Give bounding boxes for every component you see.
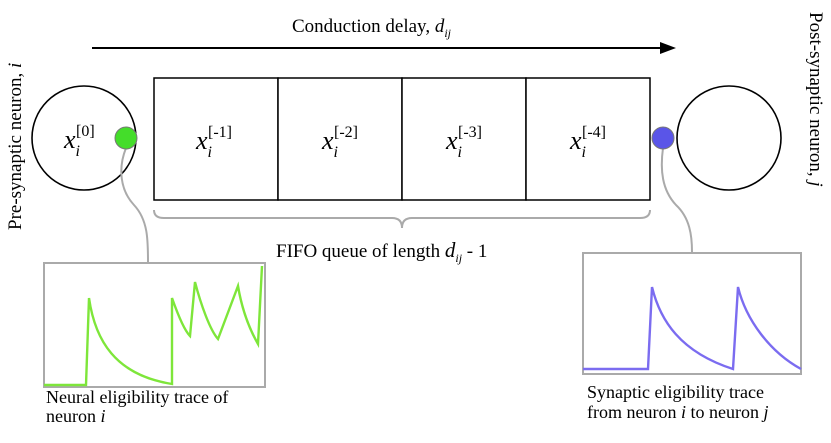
synaptic-trace-caption-to: to neuron [686, 402, 764, 422]
cell-2-sup: [-2] [334, 124, 358, 141]
conduction-delay-sub: ij [444, 26, 451, 40]
cell-4-sup: [-4] [582, 124, 606, 141]
cell-1-sub: i [207, 144, 212, 161]
neural-trace-caption: Neural eligibility trace of neuron i [46, 388, 228, 426]
cell-2-sub: i [333, 144, 338, 161]
post-synaptic-input-dot [651, 126, 675, 150]
conduction-delay-label: Conduction delay, dij [292, 17, 451, 43]
cell-3-sub: i [457, 144, 462, 161]
pre-neuron-state: xi [0] [64, 118, 95, 166]
neural-trace-caption-line1: Neural eligibility trace of [46, 387, 229, 407]
fifo-caption-sub: ij [455, 251, 463, 265]
neural-trace-panel [43, 262, 266, 388]
queue-cell-3 [401, 77, 527, 201]
pre-neuron-label: Pre-synaptic neuron, i [5, 62, 26, 230]
pre-state-base: x [64, 125, 76, 154]
synaptic-trace-caption-line2: from neuron i to neuron j [587, 402, 769, 422]
synaptic-trace-panel [582, 252, 802, 375]
cell-1-sup: [-1] [208, 124, 232, 141]
conduction-delay-var: d [434, 16, 445, 37]
queue-cell-3-label: xi [-3] [446, 119, 482, 167]
queue-cell-4 [525, 77, 651, 201]
neural-trace-caption-var: i [100, 406, 106, 426]
fifo-caption-var: d [444, 238, 456, 262]
conduction-delay-text: Conduction delay, [292, 16, 435, 37]
cell-4-base: x [570, 126, 582, 155]
cell-3-sup: [-3] [458, 124, 482, 141]
synaptic-trace-caption: Synaptic eligibility trace from neuron i… [587, 382, 769, 422]
fifo-caption-text: FIFO queue of length [276, 241, 445, 262]
queue-cell-2 [277, 77, 403, 201]
queue-cell-1-label: xi [-1] [196, 119, 232, 167]
cell-1-base: x [196, 126, 208, 155]
post-neuron-label-var: j [805, 181, 826, 187]
queue-cell-2-label: xi [-2] [322, 119, 358, 167]
pre-state-sup: [0] [76, 123, 95, 140]
post-neuron-label-text: Post-synaptic neuron, [805, 12, 826, 182]
synaptic-trace-caption-var-j: j [763, 402, 769, 422]
post-trace-connector [660, 147, 693, 253]
queue-cell-4-label: xi [-4] [570, 119, 606, 167]
post-synaptic-neuron [676, 85, 782, 191]
queue-cell-1 [153, 77, 279, 201]
arrow-head [660, 42, 676, 54]
fifo-caption-post: - 1 [462, 241, 488, 262]
cell-4-sub: i [581, 144, 586, 161]
synaptic-trace-curve [583, 286, 802, 371]
post-neuron-label: Post-synaptic neuron, j [805, 12, 826, 187]
synaptic-trace-caption-var-i: i [680, 402, 686, 422]
synaptic-trace-caption-line1: Synaptic eligibility trace [587, 382, 764, 402]
pre-synaptic-output-dot [114, 126, 138, 150]
pre-state-sub: i [75, 143, 80, 160]
neural-trace-caption-neuron: neuron [46, 406, 101, 426]
cell-3-base: x [446, 126, 458, 155]
neural-trace-caption-line2: neuron i [46, 407, 228, 426]
neural-trace-curve [44, 265, 264, 387]
cell-2-base: x [322, 126, 334, 155]
pre-neuron-label-var: i [5, 62, 26, 69]
pre-neuron-label-text: Pre-synaptic neuron, [5, 68, 26, 230]
pre-trace-connector [120, 147, 149, 263]
queue-brace [153, 209, 651, 229]
synaptic-trace-caption-from: from neuron [587, 402, 681, 422]
fifo-caption: FIFO queue of length dij - 1 [276, 240, 487, 268]
